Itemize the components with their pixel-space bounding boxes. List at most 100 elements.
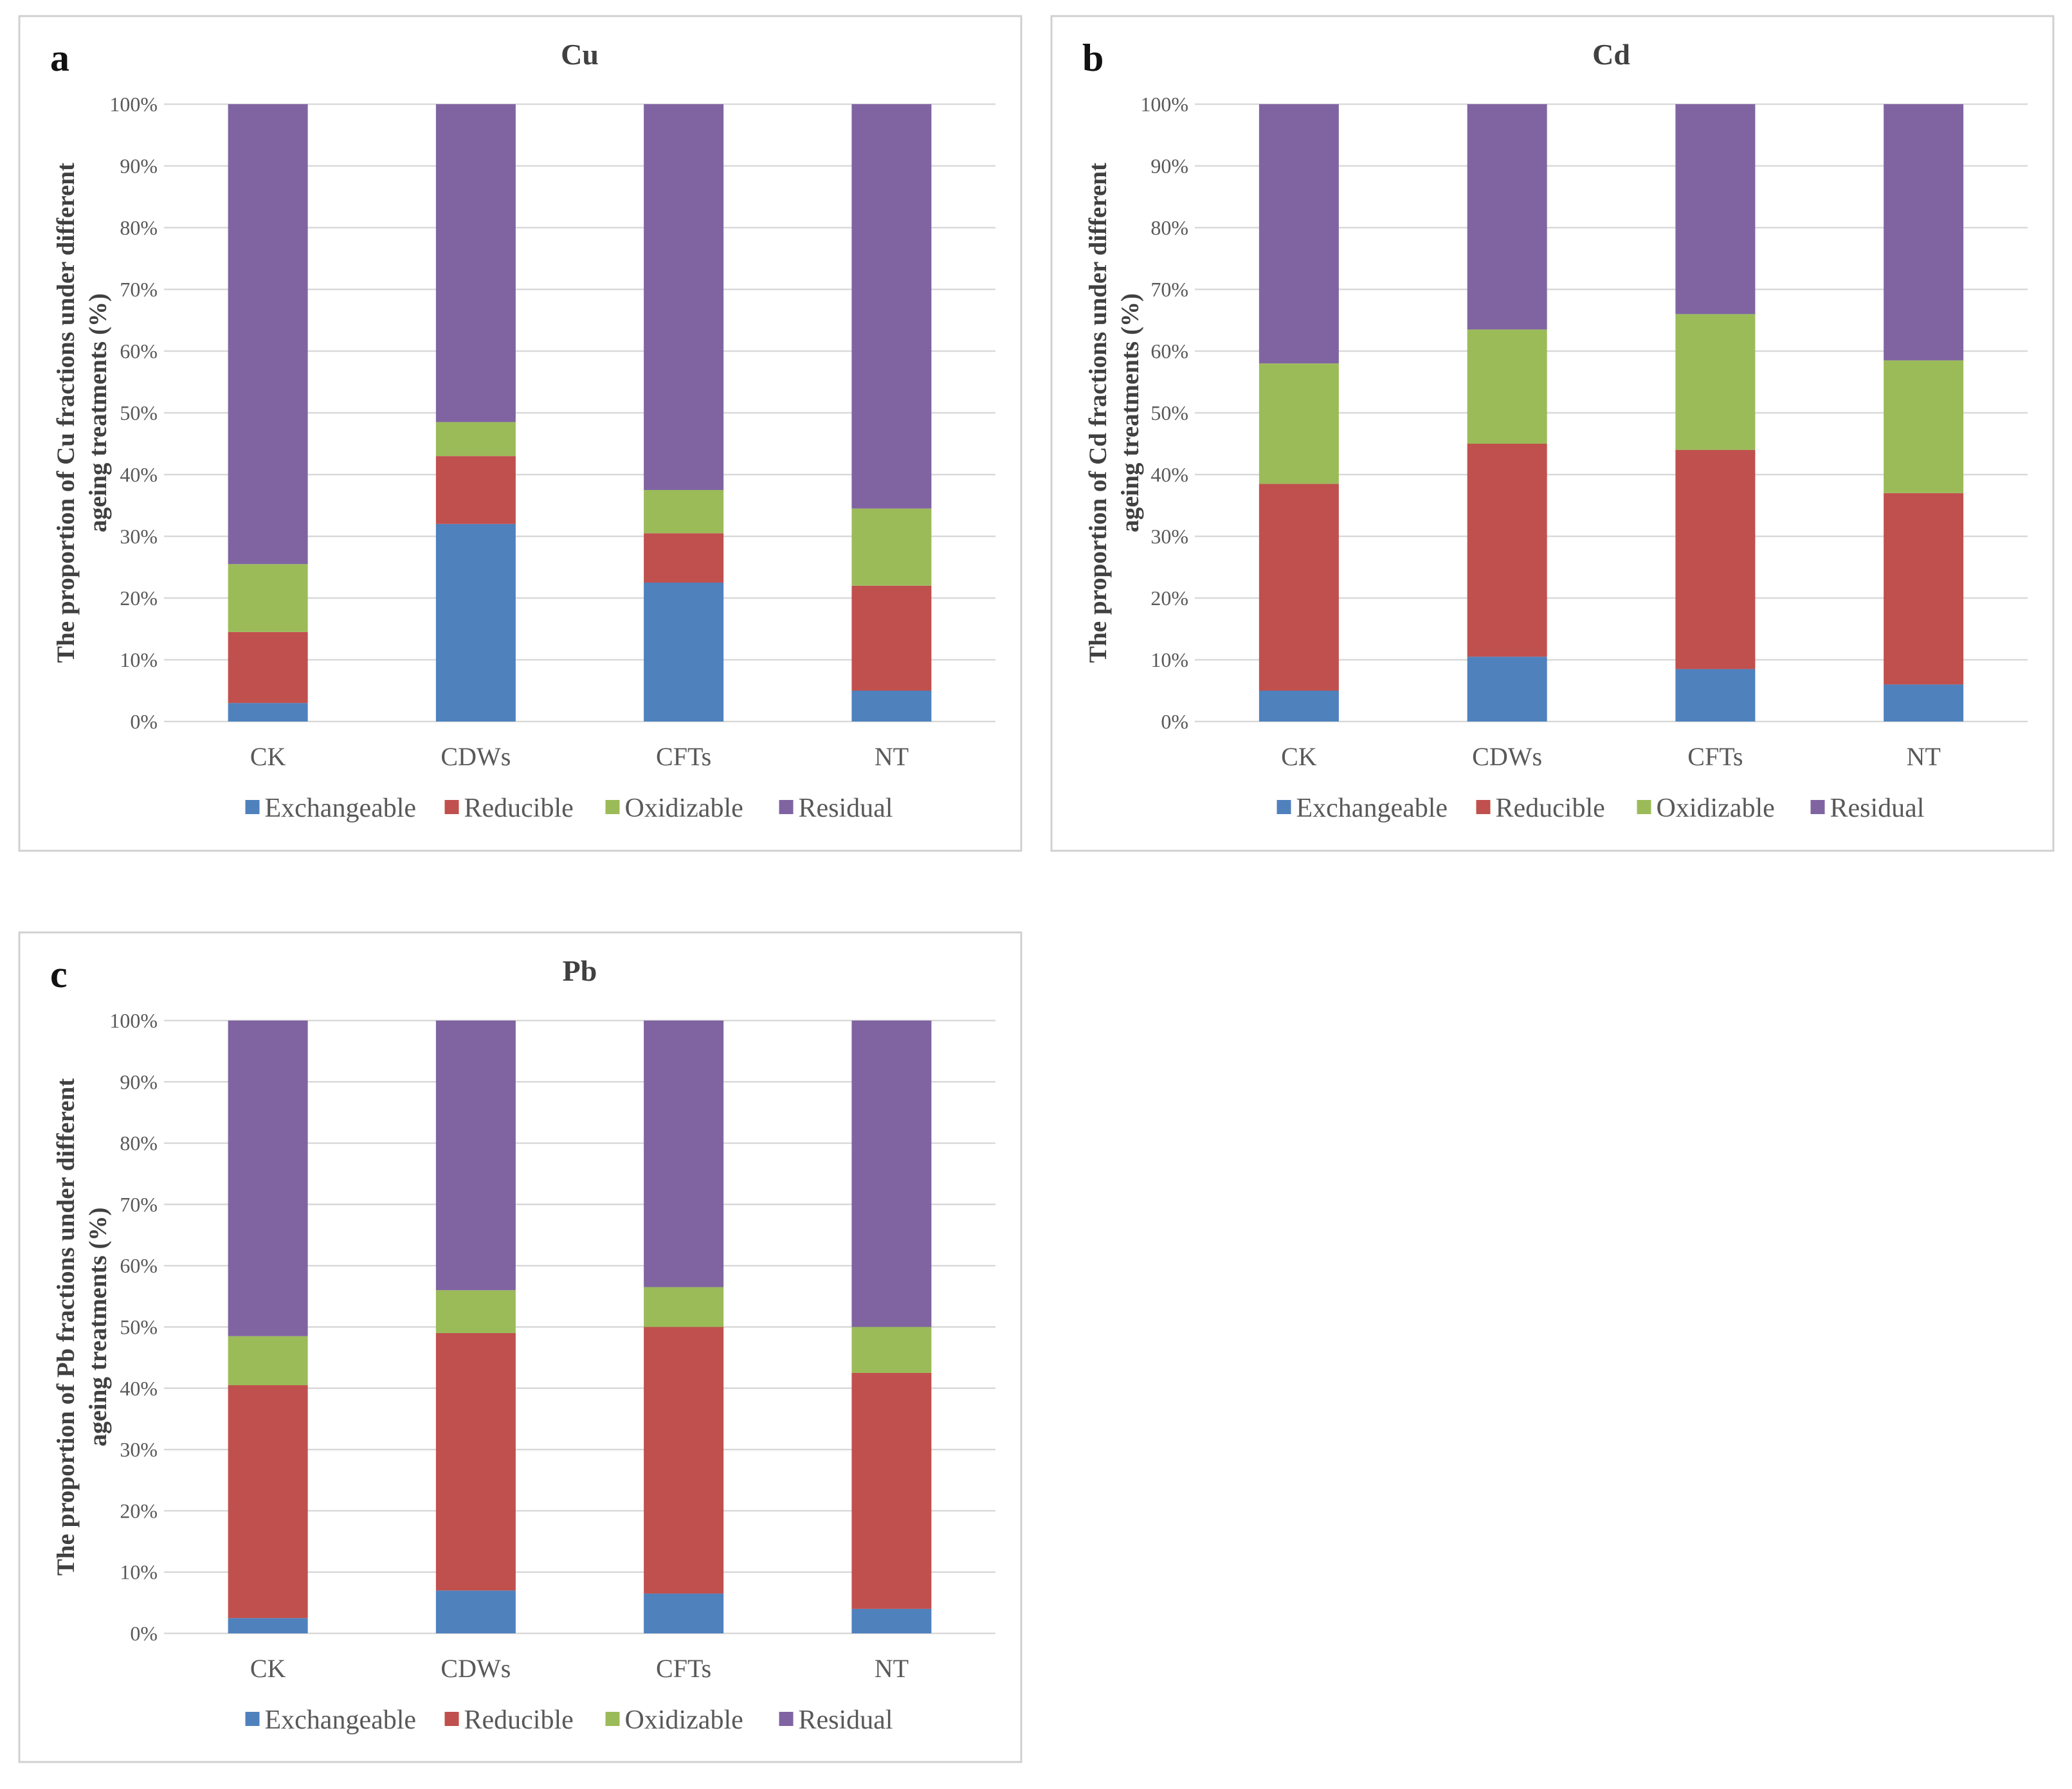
y-tick-label: 20%: [120, 586, 158, 610]
y-axis-label: The proportion of Cu fractions under dif…: [52, 163, 112, 663]
legend-swatch-oxidizable: [605, 1712, 620, 1726]
bar-segment-residual-cfts: [644, 1021, 724, 1287]
bar-segment-exchangeable-cfts: [1675, 669, 1756, 722]
y-axis-label: The proportion of Pb fractions under dif…: [52, 1078, 112, 1576]
bar-segment-oxidizable-ck: [228, 564, 308, 632]
y-tick-label: 60%: [120, 1254, 158, 1277]
y-tick-label: 100%: [1140, 93, 1188, 116]
x-category-label: CFTs: [656, 1654, 711, 1683]
bar-segment-oxidizable-nt: [851, 508, 932, 586]
bar-segment-oxidizable-cdws: [1467, 329, 1547, 444]
bar-segment-reducible-ck: [228, 1385, 308, 1619]
bar-segment-oxidizable-cdws: [435, 1290, 516, 1334]
legend-label: Reducible: [1496, 794, 1605, 823]
panel-letter: b: [1082, 37, 1104, 79]
y-tick-label: 20%: [1150, 586, 1188, 610]
legend-swatch-exchangeable: [245, 800, 260, 814]
x-category-label: NT: [875, 742, 909, 771]
y-tick-label: 40%: [120, 463, 158, 486]
x-category-label: CK: [1281, 742, 1317, 771]
panel-letter: c: [50, 953, 68, 995]
y-tick-label: 30%: [1150, 525, 1188, 548]
legend-swatch-oxidizable: [1637, 800, 1651, 814]
legend-swatch-residual: [779, 800, 794, 814]
legend-label: Oxidizable: [1657, 794, 1775, 823]
y-tick-label: 90%: [120, 154, 158, 177]
x-category-label: CK: [250, 742, 286, 771]
bar-segment-oxidizable-cdws: [435, 422, 516, 457]
y-axis-label-line: The proportion of Pb fractions under dif…: [52, 1078, 80, 1576]
bar-segment-exchangeable-cfts: [644, 583, 724, 722]
y-axis-label-line: The proportion of Cd fractions under dif…: [1084, 163, 1112, 663]
bar-segment-residual-ck: [228, 104, 308, 565]
bar-segment-oxidizable-nt: [851, 1327, 932, 1373]
y-tick-label: 70%: [1150, 278, 1188, 301]
legend-label: Residual: [1830, 794, 1925, 823]
x-category-label: CDWs: [1472, 742, 1542, 771]
panel-letter: a: [50, 37, 69, 79]
bar-segment-residual-cdws: [435, 1021, 516, 1291]
y-tick-label: 70%: [120, 1193, 158, 1216]
bar-segment-residual-cfts: [644, 104, 724, 490]
y-tick-label: 100%: [109, 1009, 158, 1032]
y-tick-label: 90%: [1150, 154, 1188, 177]
chart-title: Cd: [1592, 38, 1630, 71]
y-tick-label: 30%: [120, 525, 158, 548]
chart-panel-b: b Cd 0% 10% 20% 30% 40% 50% 60% 70% 80% 90% 100% The …: [1050, 15, 2055, 852]
bar-segment-exchangeable-cdws: [435, 1590, 516, 1633]
y-tick-label: 0%: [1161, 710, 1188, 733]
x-category-label: CFTs: [656, 742, 711, 771]
legend-swatch-oxidizable: [605, 800, 620, 814]
y-tick-label: 10%: [1150, 648, 1188, 671]
y-tick-label: 100%: [109, 93, 158, 116]
bar-segment-reducible-nt: [1884, 493, 1964, 685]
legend-label: Oxidizable: [625, 1705, 743, 1735]
bar-segment-residual-nt: [851, 104, 932, 509]
legend-swatch-residual: [779, 1712, 794, 1726]
bar-segment-exchangeable-cdws: [1467, 657, 1547, 722]
bar-segment-residual-nt: [851, 1021, 932, 1327]
y-axis-label-line: ageing treatments (%): [84, 1208, 112, 1447]
bar-segment-exchangeable-ck: [228, 703, 308, 722]
chart-panel-a: a Cu 0% 10% 20% 30% 40% 50% 60% 70% 80% 90% 100% The …: [18, 15, 1022, 852]
bar-segment-reducible-ck: [1259, 484, 1339, 691]
legend-label: Oxidizable: [625, 794, 743, 823]
y-tick-label: 60%: [1150, 340, 1188, 363]
legend-swatch-reducible: [444, 1712, 459, 1726]
bar-segment-oxidizable-cfts: [644, 490, 724, 534]
bar-segment-exchangeable-nt: [1884, 684, 1964, 722]
y-tick-label: 80%: [120, 1132, 158, 1155]
y-axis-label: The proportion of Cd fractions under dif…: [1084, 163, 1144, 663]
bar-segment-residual-ck: [228, 1021, 308, 1336]
bar-segment-exchangeable-nt: [851, 691, 932, 722]
bar-segment-exchangeable-ck: [228, 1618, 308, 1633]
y-tick-label: 40%: [1150, 463, 1188, 486]
chart-title: Cu: [561, 38, 599, 71]
bar-segment-residual-cdws: [1467, 104, 1547, 330]
bar-segment-residual-ck: [1259, 104, 1339, 364]
legend-label: Reducible: [464, 794, 574, 823]
y-tick-label: 30%: [120, 1438, 158, 1461]
bar-segment-reducible-cdws: [435, 456, 516, 524]
bar-segment-reducible-cdws: [1467, 444, 1547, 657]
bar-segment-residual-nt: [1884, 104, 1964, 361]
y-tick-label: 50%: [120, 401, 158, 424]
bar-segment-oxidizable-ck: [228, 1336, 308, 1386]
bar-segment-oxidizable-ck: [1259, 363, 1339, 484]
bar-segment-exchangeable-cfts: [644, 1594, 724, 1633]
y-tick-label: 90%: [120, 1070, 158, 1093]
legend-swatch-reducible: [444, 800, 459, 814]
bar-segment-reducible-nt: [851, 585, 932, 691]
y-tick-label: 10%: [120, 648, 158, 671]
legend-label: Residual: [799, 794, 893, 823]
y-tick-label: 70%: [120, 278, 158, 301]
bar-segment-exchangeable-ck: [1259, 691, 1339, 722]
legend-swatch-exchangeable: [245, 1712, 260, 1726]
x-category-label: CDWs: [441, 1654, 511, 1683]
legend-label: Exchangeable: [265, 794, 417, 823]
bar-segment-residual-cdws: [435, 104, 516, 422]
y-tick-label: 0%: [130, 1622, 158, 1645]
chart-panel-c: c Pb 0% 10% 20% 30% 40% 50% 60% 70% 80% 90% 100% The …: [18, 931, 1022, 1763]
y-tick-label: 80%: [1150, 216, 1188, 239]
bar-segment-reducible-ck: [228, 631, 308, 704]
